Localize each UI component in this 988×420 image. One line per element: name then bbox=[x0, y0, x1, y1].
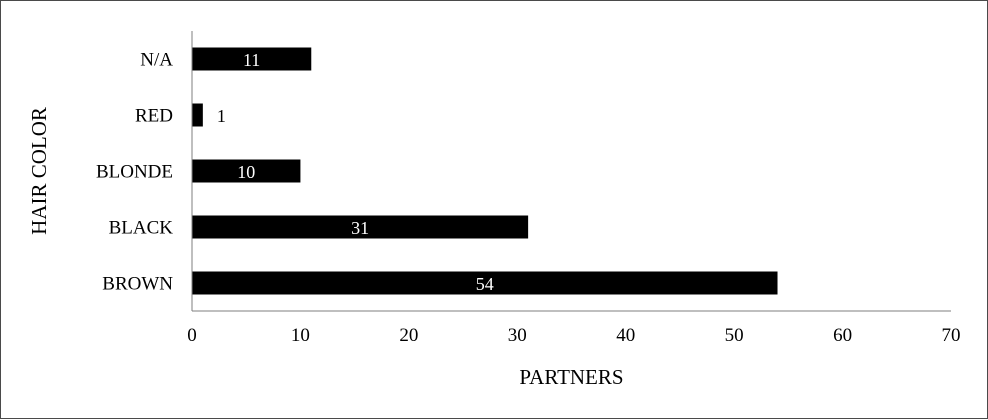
x-tick-label: 60 bbox=[833, 325, 852, 346]
data-label-brown: 54 bbox=[476, 274, 494, 294]
x-tick-label: 20 bbox=[399, 325, 418, 346]
data-label-red: 1 bbox=[217, 106, 226, 126]
x-tick-label: 0 bbox=[187, 325, 197, 346]
bar-black bbox=[192, 215, 529, 239]
x-tick-label: 10 bbox=[291, 325, 310, 346]
bar-brown bbox=[192, 271, 778, 295]
category-label-red: RED bbox=[135, 106, 173, 127]
bar-n-a bbox=[192, 47, 312, 71]
bar-blonde bbox=[192, 159, 301, 183]
x-tick-label: 30 bbox=[508, 325, 527, 346]
data-label-black: 31 bbox=[351, 218, 369, 238]
category-label-brown: BROWN bbox=[102, 274, 173, 295]
category-label-black: BLACK bbox=[109, 218, 174, 239]
x-axis-title: PARTNERS bbox=[519, 365, 623, 389]
data-label-n-a: 11 bbox=[243, 50, 260, 70]
category-label-n-a: N/A bbox=[140, 50, 173, 71]
x-tick-label: 50 bbox=[725, 325, 744, 346]
y-axis-title: HAIR COLOR bbox=[27, 107, 51, 235]
category-label-blonde: BLONDE bbox=[96, 162, 173, 183]
bars-group bbox=[192, 47, 778, 295]
data-label-blonde: 10 bbox=[237, 162, 255, 182]
bar-red bbox=[192, 103, 203, 127]
x-tick-label: 40 bbox=[616, 325, 635, 346]
x-tick-labels-group: 0 10 20 30 40 50 60 70 bbox=[187, 325, 960, 346]
x-tick-label: 70 bbox=[942, 325, 961, 346]
category-labels-group: BROWN BLACK BLONDE RED N/A bbox=[96, 50, 173, 295]
